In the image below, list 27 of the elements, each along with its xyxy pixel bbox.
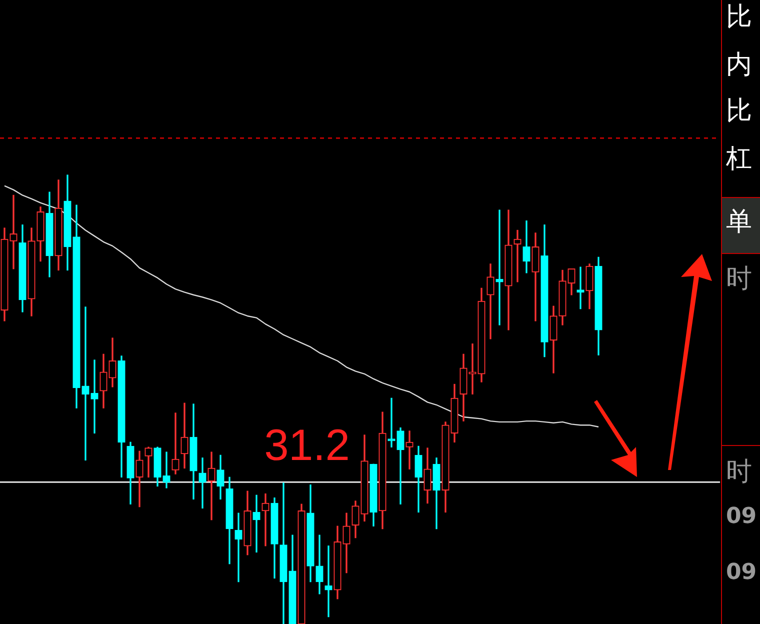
candlestick [10, 194, 18, 270]
candlestick [486, 264, 494, 340]
candlestick [234, 512, 242, 582]
text: 杠 [726, 143, 752, 176]
candlestick [198, 458, 206, 508]
candlestick [514, 230, 522, 282]
text: 时 [726, 456, 752, 489]
candlestick [172, 412, 180, 474]
text: 09 [726, 559, 757, 587]
candlestick [252, 494, 260, 552]
text: 内 [726, 49, 752, 82]
candlestick [468, 343, 476, 394]
text: 时 [726, 263, 752, 296]
candlestick [324, 546, 332, 618]
text: 09 [726, 503, 757, 531]
candlestick [208, 452, 216, 520]
candlestick [162, 452, 170, 488]
candlestick [90, 360, 98, 434]
annotation: 31.2 [264, 421, 350, 470]
candlestick [406, 430, 414, 470]
text: 比 [726, 1, 752, 34]
text: 比 [726, 95, 752, 128]
candlestick [576, 266, 584, 310]
candlestick [262, 493, 270, 546]
candlestick [82, 306, 90, 460]
candlestick [396, 427, 404, 504]
text: 单 [726, 206, 752, 239]
